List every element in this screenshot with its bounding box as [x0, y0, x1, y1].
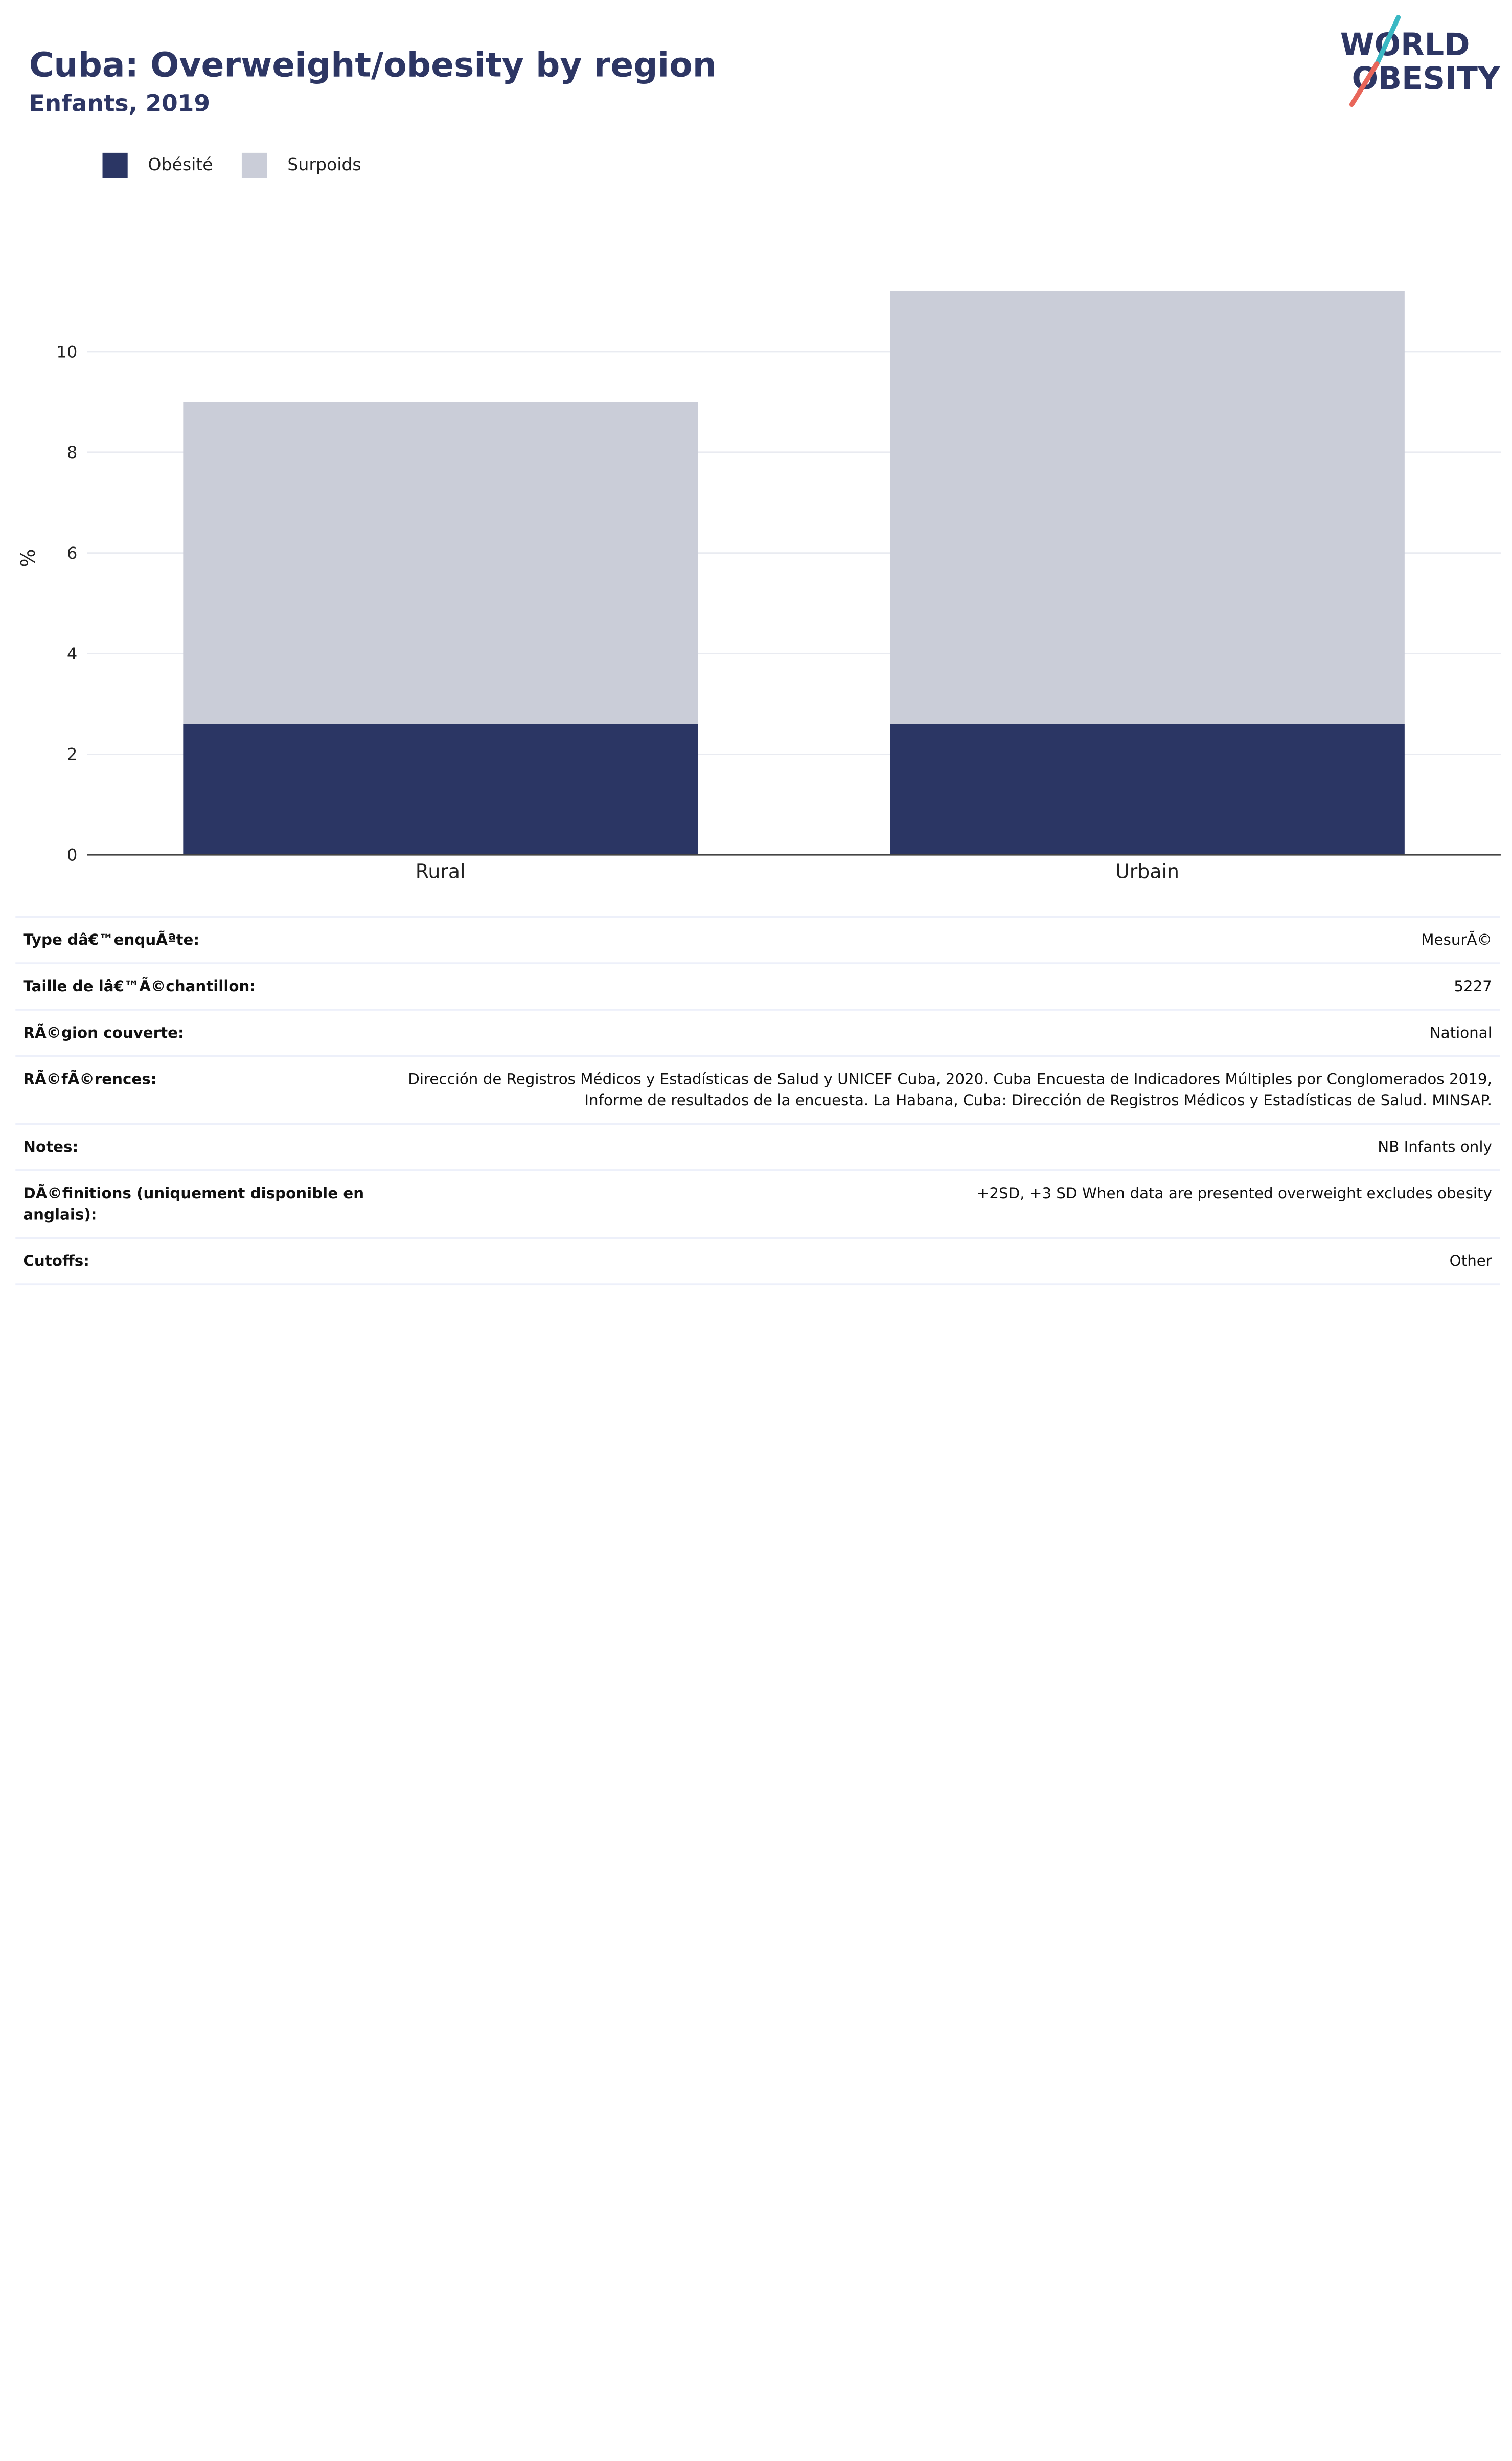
- table-row: RÃ©gion couverte: National: [15, 1009, 1500, 1056]
- x-tick-label: Rural: [416, 860, 466, 883]
- table-row-value: Dirección de Registros Médicos y Estadís…: [388, 1055, 1500, 1124]
- y-axis-title: %: [17, 549, 39, 567]
- table-row-label: Taille de lâ€™Ã©chantillon:: [15, 962, 389, 1010]
- table-row: Taille de lâ€™Ã©chantillon: 5227: [15, 962, 1500, 1010]
- table-row-value: NB Infants only: [388, 1123, 1500, 1170]
- table-row-label: Type dâ€™enquÃªte:: [15, 916, 389, 964]
- table-row-value: MesurÃ©: [388, 916, 1500, 964]
- logo-slash-teal: [1374, 15, 1401, 66]
- legend-label-obesity: Obésité: [148, 155, 213, 175]
- bar-overweight-urbain: [890, 291, 1405, 724]
- table-row-label: RÃ©fÃ©rences:: [15, 1055, 389, 1124]
- logo-line1: WORLD: [1340, 27, 1470, 63]
- y-tick-label: 4: [67, 644, 77, 664]
- legend-item-obesity[interactable]: Obésité: [102, 152, 213, 178]
- y-tick-label: 2: [67, 745, 77, 764]
- table-row-label: Cutoffs:: [15, 1237, 389, 1286]
- table-row-value: Other: [388, 1237, 1500, 1286]
- legend-swatch-obesity: [102, 152, 128, 178]
- x-tick-label: Urbain: [1115, 860, 1179, 883]
- legend-item-overweight[interactable]: Surpoids: [242, 152, 361, 178]
- chart-subtitle: Enfants, 2019: [29, 89, 210, 117]
- table-row-value: National: [388, 1009, 1500, 1056]
- table-row: DÃ©finitions (uniquement disponible en a…: [15, 1169, 1500, 1238]
- table-row: RÃ©fÃ©rences: Dirección de Registros Médi…: [15, 1055, 1500, 1124]
- world-obesity-logo: WORLD OBESITY: [1340, 15, 1501, 107]
- logo-slash-coral: [1349, 61, 1380, 107]
- bar-obesity-urbain: [890, 724, 1405, 855]
- y-tick-label: 6: [67, 543, 77, 563]
- chart-title: Cuba: Overweight/obesity by region: [29, 46, 717, 85]
- bar-overweight-rural: [183, 402, 698, 724]
- table-row-label: DÃ©finitions (uniquement disponible en a…: [15, 1169, 389, 1238]
- table-row: Notes: NB Infants only: [15, 1123, 1500, 1170]
- y-tick-label: 8: [67, 443, 77, 462]
- table-row-label: RÃ©gion couverte:: [15, 1009, 389, 1056]
- table-row-label: Notes:: [15, 1123, 389, 1170]
- survey-info-table: Type dâ€™enquÃªte: MesurÃ© Taille de lâ€™Ã…: [15, 916, 1500, 1286]
- table-row: Cutoffs: Other: [15, 1237, 1500, 1286]
- table-row: Type dâ€™enquÃªte: MesurÃ©: [15, 916, 1500, 964]
- table-row-value: +2SD, +3 SD When data are presented over…: [388, 1169, 1500, 1238]
- legend-swatch-overweight: [242, 152, 267, 178]
- table-row-value: 5227: [388, 962, 1500, 1010]
- y-tick-label: 10: [56, 342, 77, 361]
- y-tick-label: 0: [67, 846, 77, 865]
- bar-obesity-rural: [183, 724, 698, 855]
- legend: Obésité Surpoids: [102, 152, 391, 178]
- chart-svg: 0 2 4 6 8 10% Rural Urbain: [17, 291, 1501, 883]
- legend-label-overweight: Surpoids: [287, 155, 361, 175]
- bar-chart: 0 2 4 6 8 10% Rural Urbain: [0, 261, 1508, 903]
